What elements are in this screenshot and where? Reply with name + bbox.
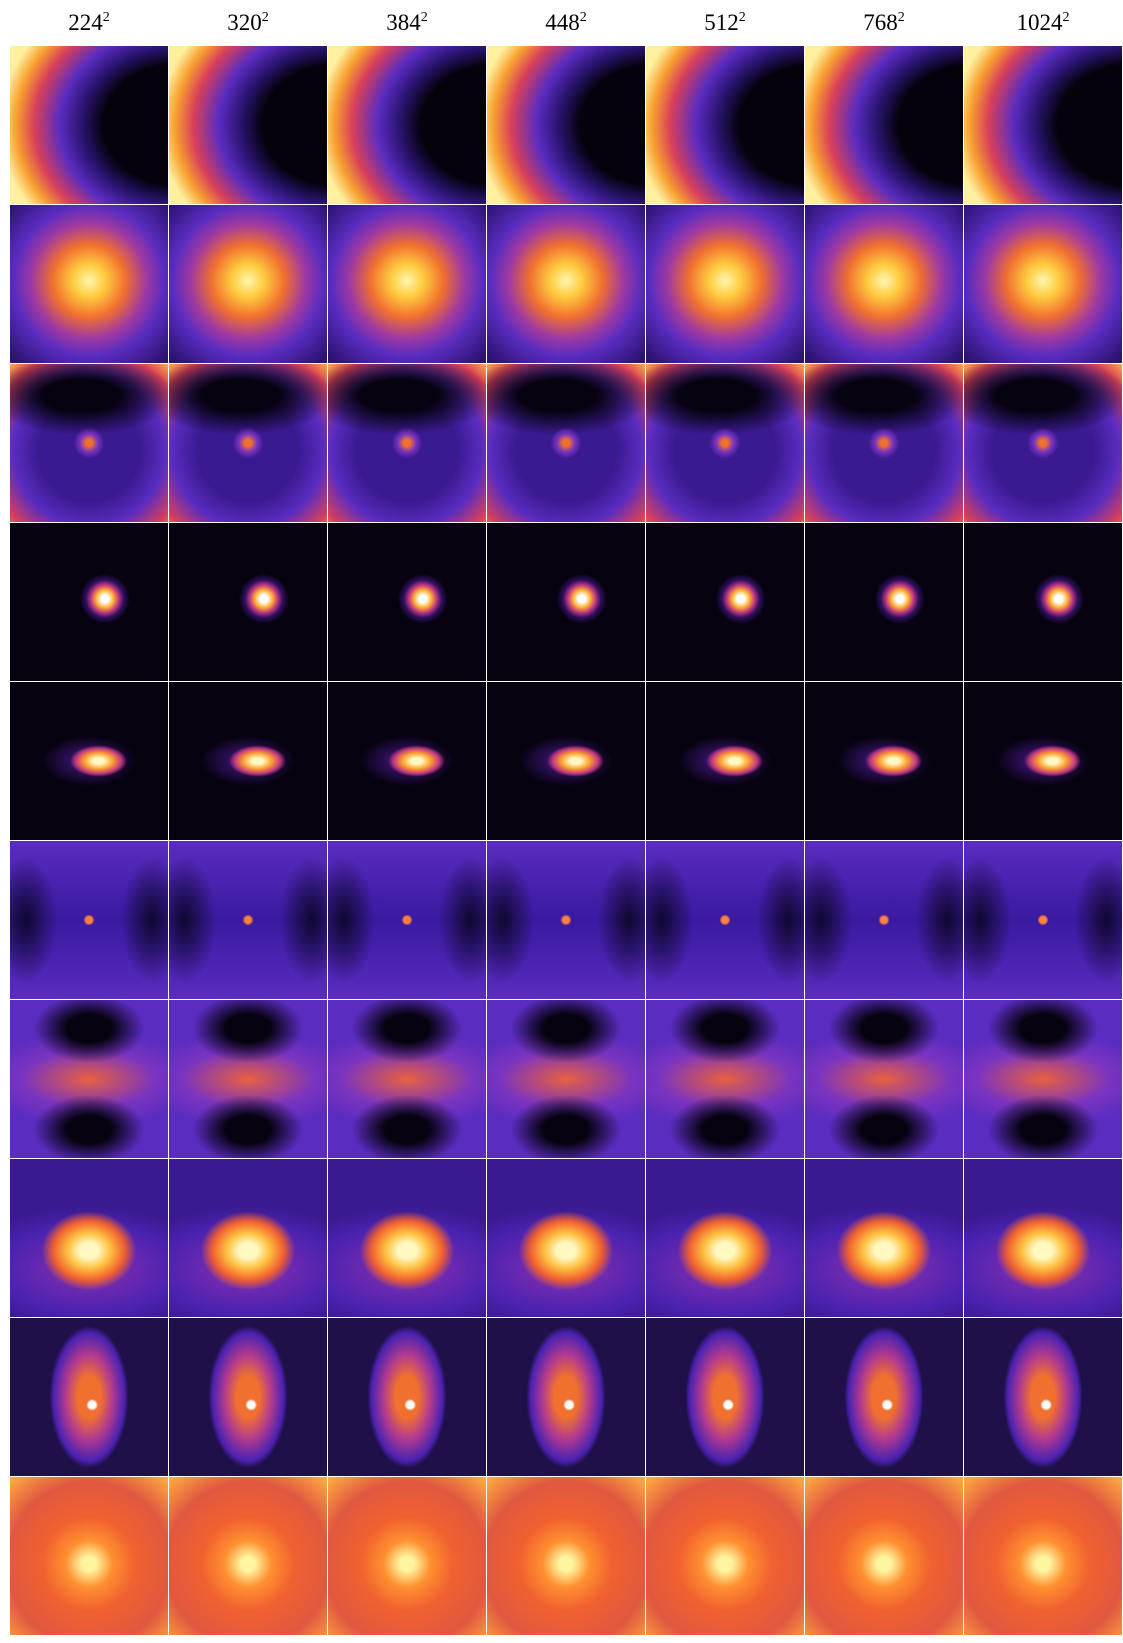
- heatmap-tile: [487, 1318, 645, 1476]
- heatmap-tile: [646, 1000, 804, 1158]
- heatmap-tile: [10, 1000, 168, 1158]
- heatmap-tile: [10, 46, 168, 204]
- heatmap-tile: [646, 364, 804, 522]
- heatmap-tile: [328, 1477, 486, 1635]
- heatmap-tile: [805, 523, 963, 681]
- heatmap-tile: [328, 841, 486, 999]
- heatmap-tile: [964, 1000, 1122, 1158]
- heatmap-tile: [964, 1318, 1122, 1476]
- column-exponent: 2: [579, 10, 587, 25]
- heatmap-tile: [805, 682, 963, 840]
- heatmap-tile: [328, 1318, 486, 1476]
- heatmap-tile: [487, 1000, 645, 1158]
- heatmap-tile: [646, 1477, 804, 1635]
- column-header: 3202: [169, 10, 327, 36]
- heatmap-tile: [964, 523, 1122, 681]
- heatmap-tile: [328, 1159, 486, 1317]
- column-exponent: 2: [1062, 10, 1070, 25]
- column-exponent: 2: [738, 10, 746, 25]
- column-header: 10242: [964, 10, 1122, 36]
- column-base: 320: [227, 10, 262, 35]
- heatmap-tile: [646, 1159, 804, 1317]
- heatmap-tile: [169, 1318, 327, 1476]
- heatmap-tile: [10, 205, 168, 363]
- heatmap-tile: [328, 205, 486, 363]
- column-base: 384: [386, 10, 421, 35]
- heatmap-tile: [487, 1159, 645, 1317]
- heatmap-tile: [10, 1159, 168, 1317]
- heatmap-tile: [805, 1159, 963, 1317]
- heatmap-tile: [169, 46, 327, 204]
- heatmap-tile: [487, 46, 645, 204]
- column-exponent: 2: [897, 10, 905, 25]
- heatmap-tile: [646, 1318, 804, 1476]
- heatmap-tile: [646, 523, 804, 681]
- column-exponent: 2: [261, 10, 269, 25]
- heatmap-tile: [487, 364, 645, 522]
- column-base: 448: [545, 10, 580, 35]
- heatmap-tile: [964, 364, 1122, 522]
- heatmap-tile: [169, 682, 327, 840]
- heatmap-tile: [328, 1000, 486, 1158]
- heatmap-tile: [487, 1477, 645, 1635]
- heatmap-tile: [964, 1477, 1122, 1635]
- column-base: 512: [704, 10, 739, 35]
- heatmap-tile: [805, 46, 963, 204]
- heatmap-tile: [169, 1000, 327, 1158]
- heatmap-tile: [10, 523, 168, 681]
- heatmap-tile: [10, 841, 168, 999]
- heatmap-tile: [805, 364, 963, 522]
- heatmap-tile: [805, 1477, 963, 1635]
- heatmap-tile: [487, 682, 645, 840]
- heatmap-tile: [487, 205, 645, 363]
- heatmap-tile: [646, 682, 804, 840]
- heatmap-tile: [328, 364, 486, 522]
- column-header: 5122: [646, 10, 804, 36]
- heatmap-tile: [964, 205, 1122, 363]
- heatmap-tile: [169, 205, 327, 363]
- column-base: 768: [863, 10, 898, 35]
- heatmap-tile: [328, 46, 486, 204]
- heatmap-tile: [805, 1000, 963, 1158]
- column-header: 2242: [10, 10, 168, 36]
- column-header: 3842: [328, 10, 486, 36]
- heatmap-tile: [10, 1477, 168, 1635]
- column-exponent: 2: [102, 10, 110, 25]
- heatmap-tile: [169, 1159, 327, 1317]
- column-base: 224: [68, 10, 103, 35]
- heatmap-tile: [964, 682, 1122, 840]
- heatmap-tile: [328, 682, 486, 840]
- heatmap-tile: [646, 205, 804, 363]
- column-base: 1024: [1016, 10, 1063, 35]
- heatmap-tile: [805, 841, 963, 999]
- heatmap-tile: [964, 46, 1122, 204]
- heatmap-tile: [646, 46, 804, 204]
- heatmap-tile: [169, 1477, 327, 1635]
- heatmap-tile: [169, 364, 327, 522]
- heatmap-tile: [487, 841, 645, 999]
- heatmap-tile: [169, 841, 327, 999]
- heatmap-tile: [328, 523, 486, 681]
- heatmap-tile: [805, 1318, 963, 1476]
- column-header: 7682: [805, 10, 963, 36]
- heatmap-tile: [487, 523, 645, 681]
- column-exponent: 2: [420, 10, 428, 25]
- heatmap-tile: [964, 1159, 1122, 1317]
- heatmap-tile: [10, 364, 168, 522]
- heatmap-tile: [10, 1318, 168, 1476]
- heatmap-tile: [964, 841, 1122, 999]
- column-header: 4482: [487, 10, 645, 36]
- heatmap-tile: [805, 205, 963, 363]
- heatmap-tile: [169, 523, 327, 681]
- heatmap-tile: [10, 682, 168, 840]
- heatmap-tile: [646, 841, 804, 999]
